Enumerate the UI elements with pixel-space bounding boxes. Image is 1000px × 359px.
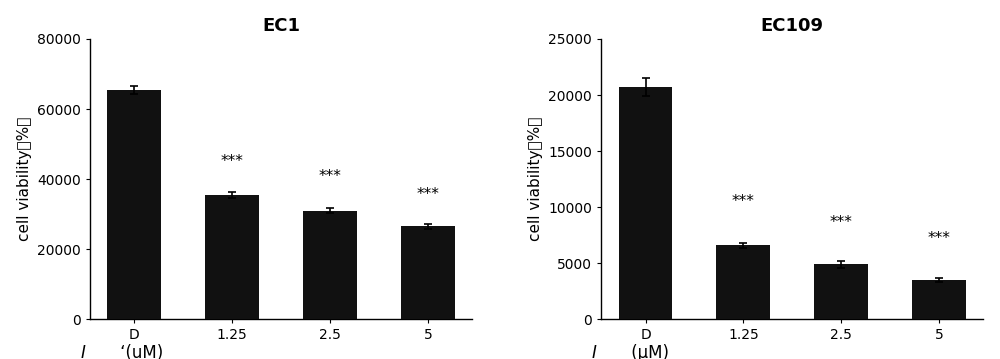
Text: I: I xyxy=(80,344,85,359)
Text: ***: *** xyxy=(417,187,439,202)
Text: I: I xyxy=(591,344,596,359)
Y-axis label: cell viability（%）: cell viability（%） xyxy=(17,117,32,241)
Title: EC1: EC1 xyxy=(262,17,300,35)
Bar xyxy=(107,90,161,319)
Bar xyxy=(619,87,672,319)
Bar xyxy=(814,264,868,319)
Text: ***: *** xyxy=(928,232,950,246)
Text: ‘(uM): ‘(uM) xyxy=(115,344,163,359)
Text: ***: *** xyxy=(221,154,244,169)
Bar xyxy=(401,227,455,319)
Bar xyxy=(716,245,770,319)
Text: ***: *** xyxy=(319,169,342,185)
Title: EC109: EC109 xyxy=(761,17,824,35)
Bar xyxy=(205,195,259,319)
Bar xyxy=(912,280,966,319)
Text: ***: *** xyxy=(830,215,853,230)
Text: ***: *** xyxy=(732,195,755,209)
Bar xyxy=(303,211,357,319)
Y-axis label: cell viability（%）: cell viability（%） xyxy=(528,117,543,241)
Text: (μM): (μM) xyxy=(626,344,669,359)
